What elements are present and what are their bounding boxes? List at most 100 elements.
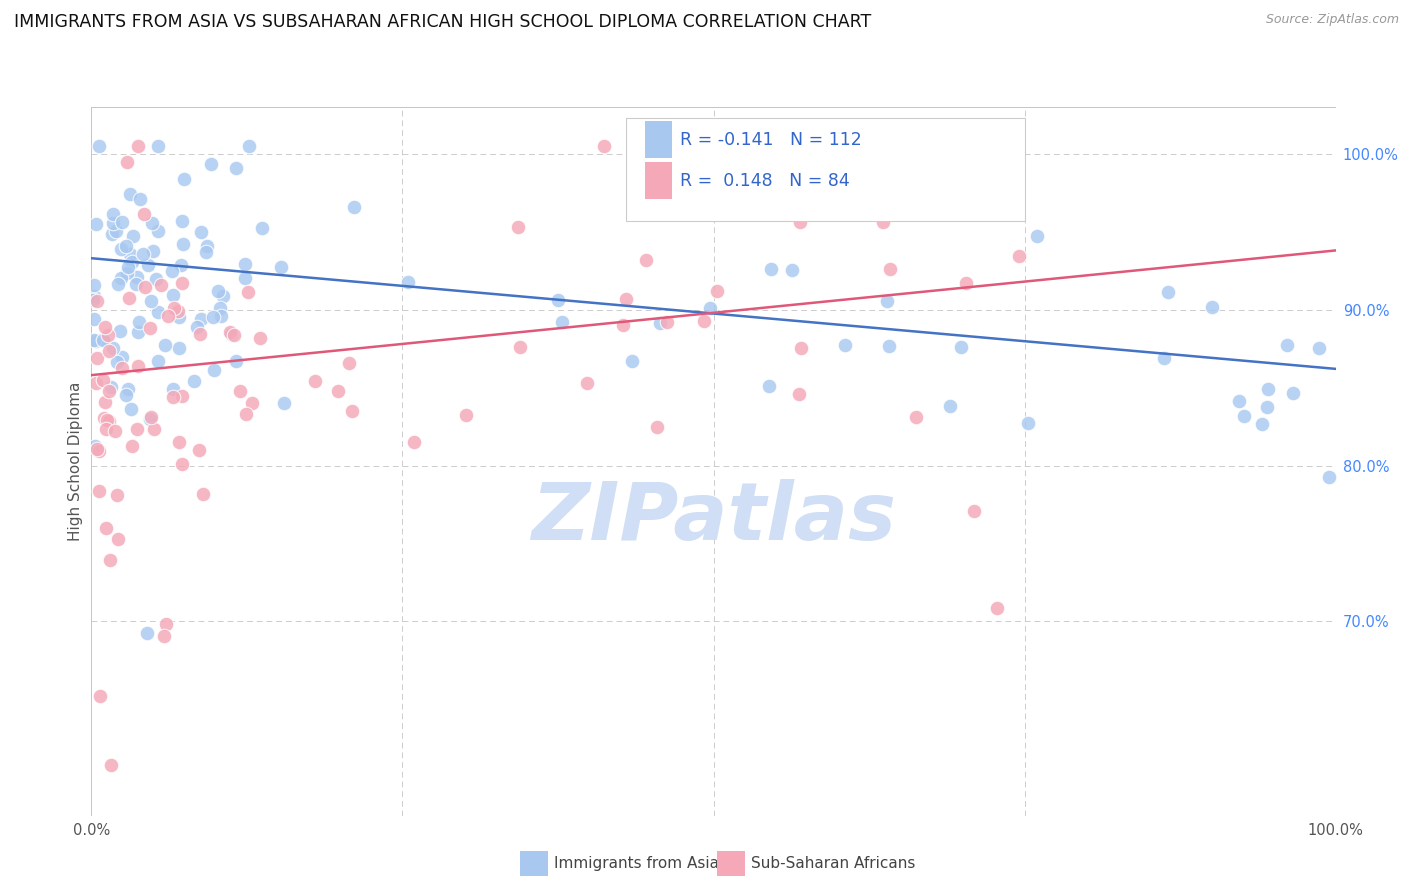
Point [98,384,121,398]
Point [209,301,232,315]
Point [1317,470,1340,484]
Point [1008,249,1031,263]
Point [121,438,143,452]
Point [225,354,247,368]
Y-axis label: High School Diploma: High School Diploma [67,382,83,541]
Point [107,355,129,369]
Point [120,401,142,416]
Point [111,215,134,229]
Point [121,255,143,269]
Point [87,484,110,499]
Point [201,310,224,324]
Point [759,262,782,277]
Point [110,242,132,256]
Point [235,408,257,422]
Point [94,395,117,409]
Point [612,318,634,332]
Text: ZIPatlas: ZIPatlas [531,479,896,558]
Point [202,363,225,377]
Point [270,260,292,274]
Point [636,253,658,268]
Point [304,374,326,388]
Point [233,270,256,285]
Point [146,224,169,238]
Point [118,186,141,201]
Point [105,224,128,238]
Point [100,380,122,394]
Point [645,419,668,434]
Point [872,215,894,229]
Point [107,277,129,292]
Point [111,350,134,364]
Point [118,291,141,305]
Point [188,443,211,458]
Point [1233,409,1256,423]
Point [273,395,295,409]
Point [84,334,107,349]
Point [98,553,121,567]
Point [575,376,598,390]
Point [209,309,232,323]
Point [614,293,637,307]
Point [1308,341,1330,355]
Point [1281,386,1303,401]
Point [905,409,928,424]
Point [790,341,813,355]
Point [170,457,193,471]
Point [134,207,156,221]
Point [122,228,145,243]
Point [155,617,177,632]
Point [191,487,214,501]
Point [219,327,242,342]
Point [593,139,616,153]
Point [101,216,124,230]
Point [91,373,114,387]
Point [132,247,155,261]
Point [222,327,245,342]
Point [96,413,118,427]
Point [134,279,156,293]
Point [91,332,114,346]
Point [183,375,205,389]
Point [207,284,229,298]
Point [83,439,105,453]
Point [876,294,898,309]
Point [129,192,152,206]
Point [100,757,122,772]
Point [167,303,190,318]
Point [249,331,271,345]
Text: Immigrants from Asia: Immigrants from Asia [554,856,718,871]
Point [167,341,190,355]
Point [454,408,477,422]
Text: Sub-Saharan Africans: Sub-Saharan Africans [751,856,915,871]
Point [145,272,167,286]
Point [170,259,193,273]
Point [83,333,105,347]
Point [343,200,366,214]
Text: R =  0.148   N = 84: R = 0.148 N = 84 [681,172,849,190]
Point [238,139,260,153]
Point [136,626,159,640]
Point [186,320,208,334]
Point [101,341,124,355]
Point [1153,351,1175,365]
Point [172,277,194,291]
Point [87,443,110,458]
Point [1257,382,1279,396]
Point [125,269,148,284]
Point [229,384,252,399]
Point [955,276,977,290]
Point [986,601,1008,615]
Point [693,314,716,328]
Point [1201,300,1223,314]
Point [89,690,111,704]
FancyBboxPatch shape [645,162,672,199]
Point [621,353,644,368]
Point [337,356,360,370]
Point [787,387,810,401]
Point [650,316,672,330]
Point [506,220,529,235]
Text: R = -0.141   N = 112: R = -0.141 N = 112 [681,130,862,149]
Point [233,257,256,271]
Point [153,338,176,352]
